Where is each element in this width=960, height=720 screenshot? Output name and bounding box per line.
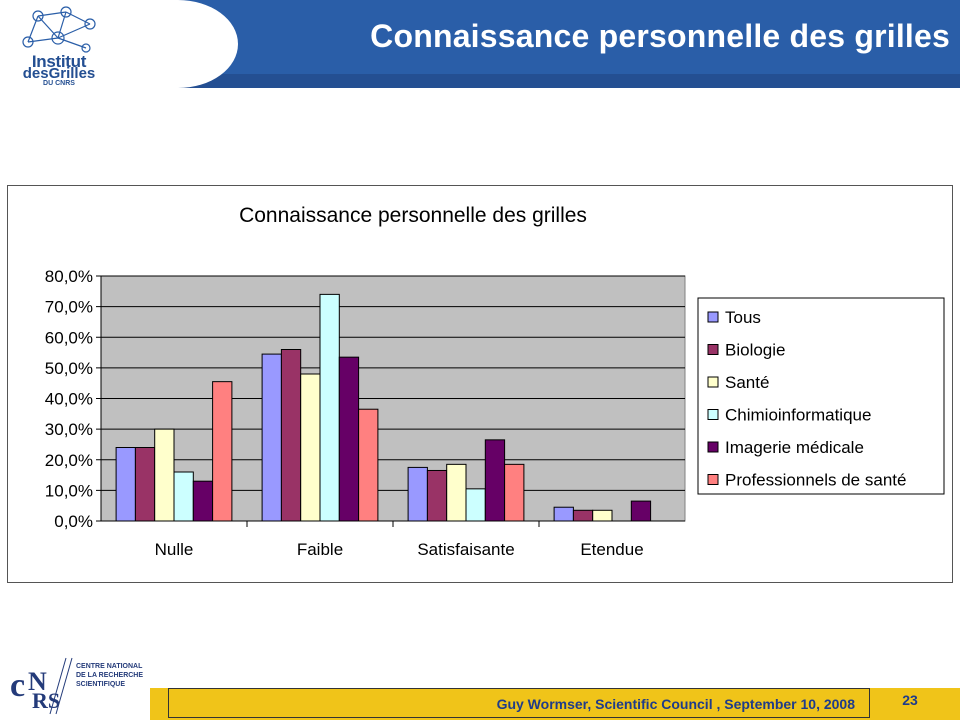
- legend: [697, 297, 945, 495]
- legend-label: Biologie: [725, 341, 786, 360]
- legend-label: Tous: [725, 308, 761, 327]
- cnrs-label-line: DE LA RECHERCHE: [76, 672, 144, 679]
- bar: [115, 447, 136, 522]
- y-tick-label: 30,0%: [45, 420, 93, 439]
- y-tick-label: 70,0%: [45, 298, 93, 317]
- legend-swatch: [707, 311, 719, 323]
- bar: [592, 509, 613, 522]
- bar: [407, 466, 428, 522]
- footer-text: Guy Wormser, Scientific Council , Septem…: [168, 688, 870, 718]
- footer-bar: [150, 688, 960, 720]
- legend-label: Chimioinformatique: [725, 406, 871, 425]
- legend-swatch: [707, 441, 719, 453]
- x-tick-label: Satisfaisante: [417, 540, 514, 559]
- page-number: 23: [902, 692, 918, 708]
- x-tick-label: Faible: [297, 540, 343, 559]
- institut-logo: Institut desGrilles DU CNRS: [0, 0, 238, 88]
- bar: [154, 428, 175, 522]
- bar: [572, 509, 594, 522]
- cnrs-logo: c N RS: [10, 657, 73, 715]
- chart-title: Connaissance personnelle des grilles: [239, 204, 587, 227]
- bar: [446, 463, 467, 522]
- logo-line-3: DU CNRS: [43, 80, 75, 87]
- bar: [300, 373, 321, 522]
- bar: [212, 381, 233, 522]
- logo-line-2: desGrilles: [22, 65, 96, 82]
- bar: [173, 471, 194, 522]
- bar: [630, 500, 652, 522]
- bar: [261, 353, 282, 522]
- bar: [338, 356, 360, 522]
- bar: [553, 506, 574, 522]
- bar: [484, 439, 506, 522]
- x-tick-label: Etendue: [580, 540, 643, 559]
- legend-swatch: [707, 376, 719, 388]
- y-tick-label: 10,0%: [45, 481, 93, 500]
- legend-swatch: [707, 409, 719, 420]
- legend-label: Professionnels de santé: [725, 471, 906, 490]
- cnrs-label-line: SCIENTIFIQUE: [76, 681, 126, 688]
- y-tick-label: 60,0%: [45, 328, 93, 347]
- bar-chart: Connaissance personnelle des grilles 0,0%…: [45, 204, 945, 559]
- chart-frame: Connaissance personnelle des grilles 0,0%…: [7, 185, 953, 583]
- bar: [280, 349, 302, 522]
- grid-network-icon: [22, 6, 96, 53]
- legend-swatch: [707, 344, 719, 355]
- legend-swatch: [707, 474, 719, 485]
- y-tick-label: 50,0%: [45, 359, 93, 378]
- logo-line-1: Institut: [31, 52, 87, 71]
- svg-text:N: N: [28, 667, 47, 696]
- page-title: Connaissance personnelle des grilles: [370, 18, 950, 54]
- bar: [192, 480, 214, 522]
- cnrs-label-line: CENTRE NATIONAL: [76, 663, 143, 670]
- x-tick-label: Nulle: [155, 540, 194, 559]
- bar: [465, 488, 486, 522]
- legend-label: Imagerie médicale: [725, 438, 864, 457]
- bar: [319, 293, 340, 522]
- bar: [504, 463, 525, 522]
- svg-text:RS: RS: [32, 688, 60, 713]
- bar: [134, 447, 156, 522]
- logo-text: Institut desGrilles DU CNRS: [14, 52, 104, 88]
- y-tick-label: 20,0%: [45, 451, 93, 470]
- y-tick-label: 0,0%: [54, 512, 93, 531]
- y-tick-label: 40,0%: [45, 390, 93, 409]
- bar: [426, 469, 448, 522]
- svg-text:c: c: [10, 667, 25, 704]
- legend-label: Santé: [725, 373, 769, 392]
- cnrs-label: CENTRE NATIONAL DE LA RECHERCHE SCIENTIF…: [76, 662, 143, 689]
- bar: [358, 408, 379, 522]
- y-tick-label: 80,0%: [45, 267, 93, 286]
